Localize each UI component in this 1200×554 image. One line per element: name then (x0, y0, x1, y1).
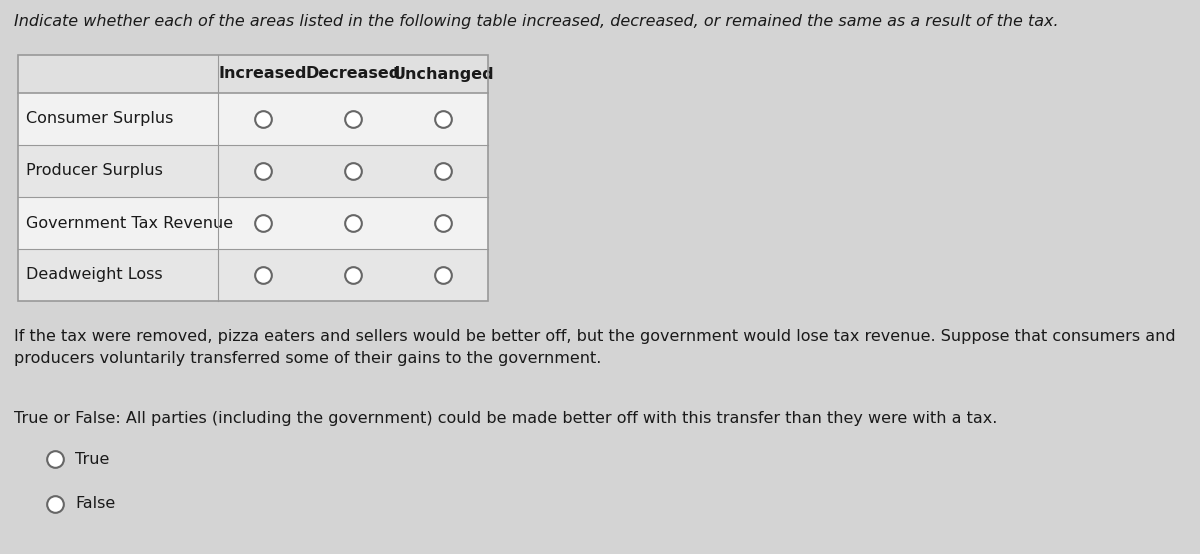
Bar (18, 197, 488, 249)
Text: Unchanged: Unchanged (392, 66, 494, 81)
Bar (18, 55, 488, 301)
Text: False: False (74, 496, 115, 511)
Text: Government Tax Revenue: Government Tax Revenue (26, 216, 233, 230)
Bar (18, 145, 488, 197)
Text: If the tax were removed, pizza eaters and sellers would be better off, but the g: If the tax were removed, pizza eaters an… (14, 329, 1176, 366)
Text: Producer Surplus: Producer Surplus (26, 163, 163, 178)
Bar (18, 93, 488, 145)
Text: Consumer Surplus: Consumer Surplus (26, 111, 173, 126)
Text: True or False: All parties (including the government) could be made better off w: True or False: All parties (including th… (14, 411, 997, 426)
Text: Decreased: Decreased (305, 66, 401, 81)
Bar (18, 55, 488, 93)
Text: Deadweight Loss: Deadweight Loss (26, 268, 163, 283)
Bar (18, 249, 488, 301)
Text: Indicate whether each of the areas listed in the following table increased, decr: Indicate whether each of the areas liste… (14, 14, 1058, 29)
Text: Increased: Increased (218, 66, 307, 81)
Text: True: True (74, 452, 109, 466)
